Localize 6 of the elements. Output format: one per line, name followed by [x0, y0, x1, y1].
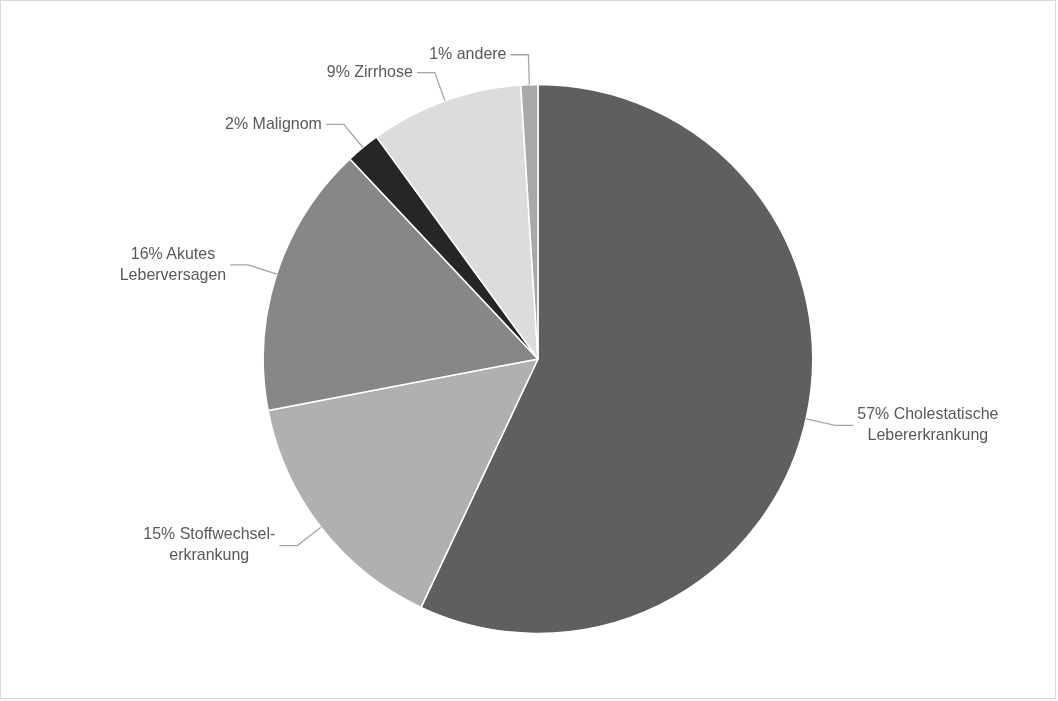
slice-label: 16% Akutes Leberversagen — [119, 244, 227, 283]
slice-label: 9% Zirrhose — [326, 62, 413, 80]
slice-label: 1% andere — [429, 45, 507, 63]
slice-label: 57% Cholestatische Lebererkrankung — [857, 405, 999, 444]
slice-label: 15% Stoffwechsel-erkrankung — [143, 525, 276, 564]
slice-label: 2% Malignom — [225, 114, 322, 132]
